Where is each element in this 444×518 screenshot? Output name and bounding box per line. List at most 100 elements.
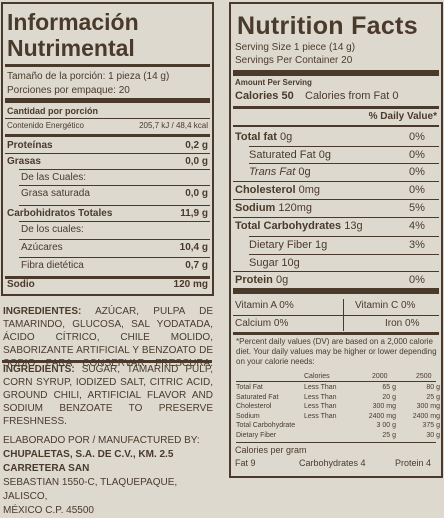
dv-table-cell-lt: Less Than (304, 393, 337, 401)
nutrient-amount: 13g (341, 220, 363, 232)
spanish-nutrition-panel: Información Nutrimental Tamaño de la por… (1, 2, 214, 296)
nutrient-amount: 1g (311, 239, 328, 251)
nutrient-row-es: Carbohidratos Totales 11,9 g (7, 208, 208, 219)
nutrient-label-es: Azúcares (21, 242, 63, 253)
vitamin-divider (233, 288, 439, 294)
nutrient-value-es: 0,0 g (185, 156, 208, 167)
nutrient-label: Saturated Fat (249, 149, 316, 161)
ingredients-en-label: INGREDIENTS: (3, 364, 75, 375)
ingredients-en: INGREDIENTS: SUGAR, TAMARIND PULP, CORN … (3, 363, 213, 428)
serving-size-es: Tamaño de la porción: 1 pieza (14 g) (7, 71, 170, 82)
vitamins-row-1: Vitamin A 0% Vitamin C 0% (235, 300, 437, 311)
energy-label: Contenido Energético (7, 121, 84, 130)
manufacturer-line3: SEBASTIAN 1550-C, TLAQUEPAQUE, JALISCO, (3, 477, 178, 502)
title-divider (5, 64, 210, 67)
servings-en: Servings Per Container 20 (235, 55, 353, 66)
dv-table-cell-b: 25 g (426, 393, 440, 401)
nutrient-label: Sugar (249, 257, 279, 269)
nutrient-dv: 0% (409, 166, 425, 178)
nutrient-row: Cholesterol 0mg 0% (235, 184, 437, 196)
dv-table-cell-label: Saturated Fat (236, 393, 279, 401)
nutrient-dv: 4% (409, 220, 425, 232)
nutrient-dv: 5% (409, 202, 425, 214)
nutrient-label-es: De las Cuales: (21, 172, 87, 183)
nutrient-amount: 10g (278, 257, 300, 269)
row-divider (249, 236, 439, 237)
dv-table-cell-lt: Less Than (304, 384, 337, 391)
nutrient-label: Protein (235, 274, 273, 286)
nutrient-row: Saturated Fat 0g 0% (235, 149, 437, 161)
dv-table-cell-b: 2400 mg (412, 412, 440, 420)
dv-table-cell-a: 20 g (382, 393, 396, 401)
nutrient-label-es: Proteínas (7, 140, 53, 151)
spanish-title-line2: Nutrimental (7, 35, 135, 61)
nutrient-row: Total Carbohydrates 13g 4% (235, 220, 437, 232)
divider (236, 442, 436, 443)
divider (233, 315, 439, 316)
row-divider (233, 199, 439, 200)
spanish-title-line1: Información (7, 9, 139, 35)
nutrient-label-es: Sodio (7, 279, 35, 290)
manufacturer-line1: ELABORADO POR / MANUFACTURED BY: (3, 435, 200, 446)
nutrient-amount: 0mg (295, 184, 320, 196)
calories: Calories 50 (235, 90, 294, 102)
row-divider (249, 146, 439, 147)
dv-table-cell-label: Dietary Fiber (236, 431, 277, 439)
row-divider (249, 254, 439, 255)
nutrient-row: Dietary Fiber 1g 3% (235, 239, 437, 251)
nutrient-label-es: Fibra dietética (21, 260, 84, 271)
nutrient-label-es: De los cuales: (21, 224, 84, 235)
divider (233, 106, 439, 109)
dv-table-cell-b: 80 g (426, 384, 440, 391)
nutrient-row: Sugar 10g (235, 257, 437, 269)
ingredients-divider (2, 360, 212, 363)
nutrient-amount: 0g (276, 131, 293, 143)
nutrient-row-es: De los cuales: (21, 224, 208, 235)
ingredients-es-text: AZÚCAR, PULPA DE TAMARINDO, GLUCOSA, SAL… (3, 306, 214, 369)
nutrient-dv: 0% (409, 149, 425, 161)
divider (233, 125, 439, 127)
dv-table-cell-b: 300 mg (416, 403, 440, 410)
nutrition-facts-panel: Nutrition Facts Serving Size 1 piece (14… (229, 2, 443, 478)
nutrient-row: Protein 0g 0% (235, 274, 437, 286)
nutrient-value-es: 120 mg (173, 279, 208, 290)
dv-table-cell-label: Sodium (236, 412, 260, 420)
daily-value-header: % Daily Value* (368, 111, 437, 122)
iron: Iron 0% (385, 318, 420, 329)
divider-thick-2 (5, 134, 210, 137)
divider (5, 118, 210, 119)
table-head-2000: 2000 (372, 373, 388, 380)
protein-4: Protein 4 (395, 458, 432, 468)
amount-header-es: Cantidad por porción (7, 106, 98, 116)
row-divider (233, 271, 439, 272)
dv-table-cell-a: 25 g (382, 431, 396, 439)
nutrient-value-es: 0,7 g (185, 260, 208, 271)
row-divider (233, 217, 439, 218)
manufacturer-info: ELABORADO POR / MANUFACTURED BY: CHUPALE… (3, 434, 223, 518)
vitamin-c: Vitamin C 0% (355, 300, 416, 311)
row-divider (5, 153, 210, 154)
nutrient-value-es: 11,9 g (180, 208, 208, 219)
energy-value: 205,7 kJ / 48,4 kcal (139, 121, 208, 130)
calories-from-fat: Calories from Fat 0 (305, 90, 399, 102)
thick-divider (5, 98, 210, 103)
nutrient-label-es: Carbohidratos Totales (7, 208, 113, 219)
nutrient-amount: 120mg (275, 202, 313, 214)
dv-table-cell-lt: Less Than (304, 403, 337, 410)
nutrient-label: Trans Fat (249, 166, 296, 178)
nutrient-row-es: Grasa saturada 0,0 g (21, 188, 208, 199)
dv-table-cell-b: 30 g (426, 431, 440, 439)
nutrient-label-es: Grasa saturada (21, 188, 90, 199)
thick-divider-en (233, 70, 439, 76)
vitamin-a: Vitamin A 0% (235, 300, 294, 311)
ingredients-es: INGREDIENTES: AZÚCAR, PULPA DE TAMARINDO… (3, 305, 213, 370)
nutrient-value-es: 0,2 g (185, 140, 208, 151)
nutrient-label: Sodium (235, 202, 276, 214)
amount-per-serving: Amount Per Serving (235, 78, 312, 87)
nutrient-value-es: 10,4 g (179, 242, 208, 253)
vitamins-row-2: Calcium 0% Iron 0% (235, 318, 437, 329)
nutrient-dv: 0% (409, 131, 425, 143)
row-divider (233, 181, 439, 182)
nutrient-row: Trans Fat 0g 0% (235, 166, 437, 178)
nutrient-row-es: Grasas 0,0 g (7, 156, 208, 167)
